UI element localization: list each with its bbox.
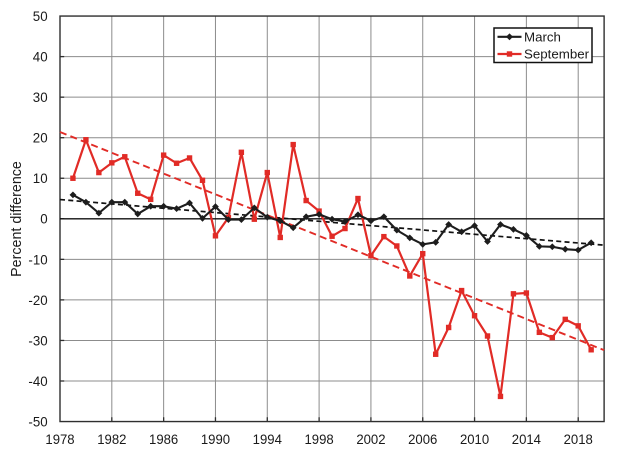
svg-text:2014: 2014 xyxy=(512,432,541,448)
svg-text:2002: 2002 xyxy=(356,432,385,448)
svg-text:0: 0 xyxy=(40,212,48,228)
svg-text:1990: 1990 xyxy=(201,432,230,448)
svg-text:-30: -30 xyxy=(28,333,47,349)
svg-text:2018: 2018 xyxy=(564,432,593,448)
svg-text:March: March xyxy=(524,29,561,44)
svg-text:-10: -10 xyxy=(28,252,47,268)
svg-text:1986: 1986 xyxy=(149,432,178,448)
svg-text:Percent difference: Percent difference xyxy=(9,161,25,277)
svg-text:2006: 2006 xyxy=(408,432,437,448)
svg-text:30: 30 xyxy=(33,90,48,106)
svg-text:1978: 1978 xyxy=(45,432,74,448)
svg-text:1982: 1982 xyxy=(97,432,126,448)
svg-text:20: 20 xyxy=(33,131,48,147)
svg-text:September: September xyxy=(524,47,590,62)
svg-text:-20: -20 xyxy=(28,293,47,309)
svg-text:1994: 1994 xyxy=(253,432,282,448)
svg-text:1998: 1998 xyxy=(305,432,334,448)
svg-text:-50: -50 xyxy=(28,414,47,430)
svg-text:2010: 2010 xyxy=(460,432,489,448)
svg-text:40: 40 xyxy=(33,50,48,66)
svg-text:-40: -40 xyxy=(28,374,47,390)
svg-text:10: 10 xyxy=(33,171,48,187)
svg-text:50: 50 xyxy=(33,9,48,25)
